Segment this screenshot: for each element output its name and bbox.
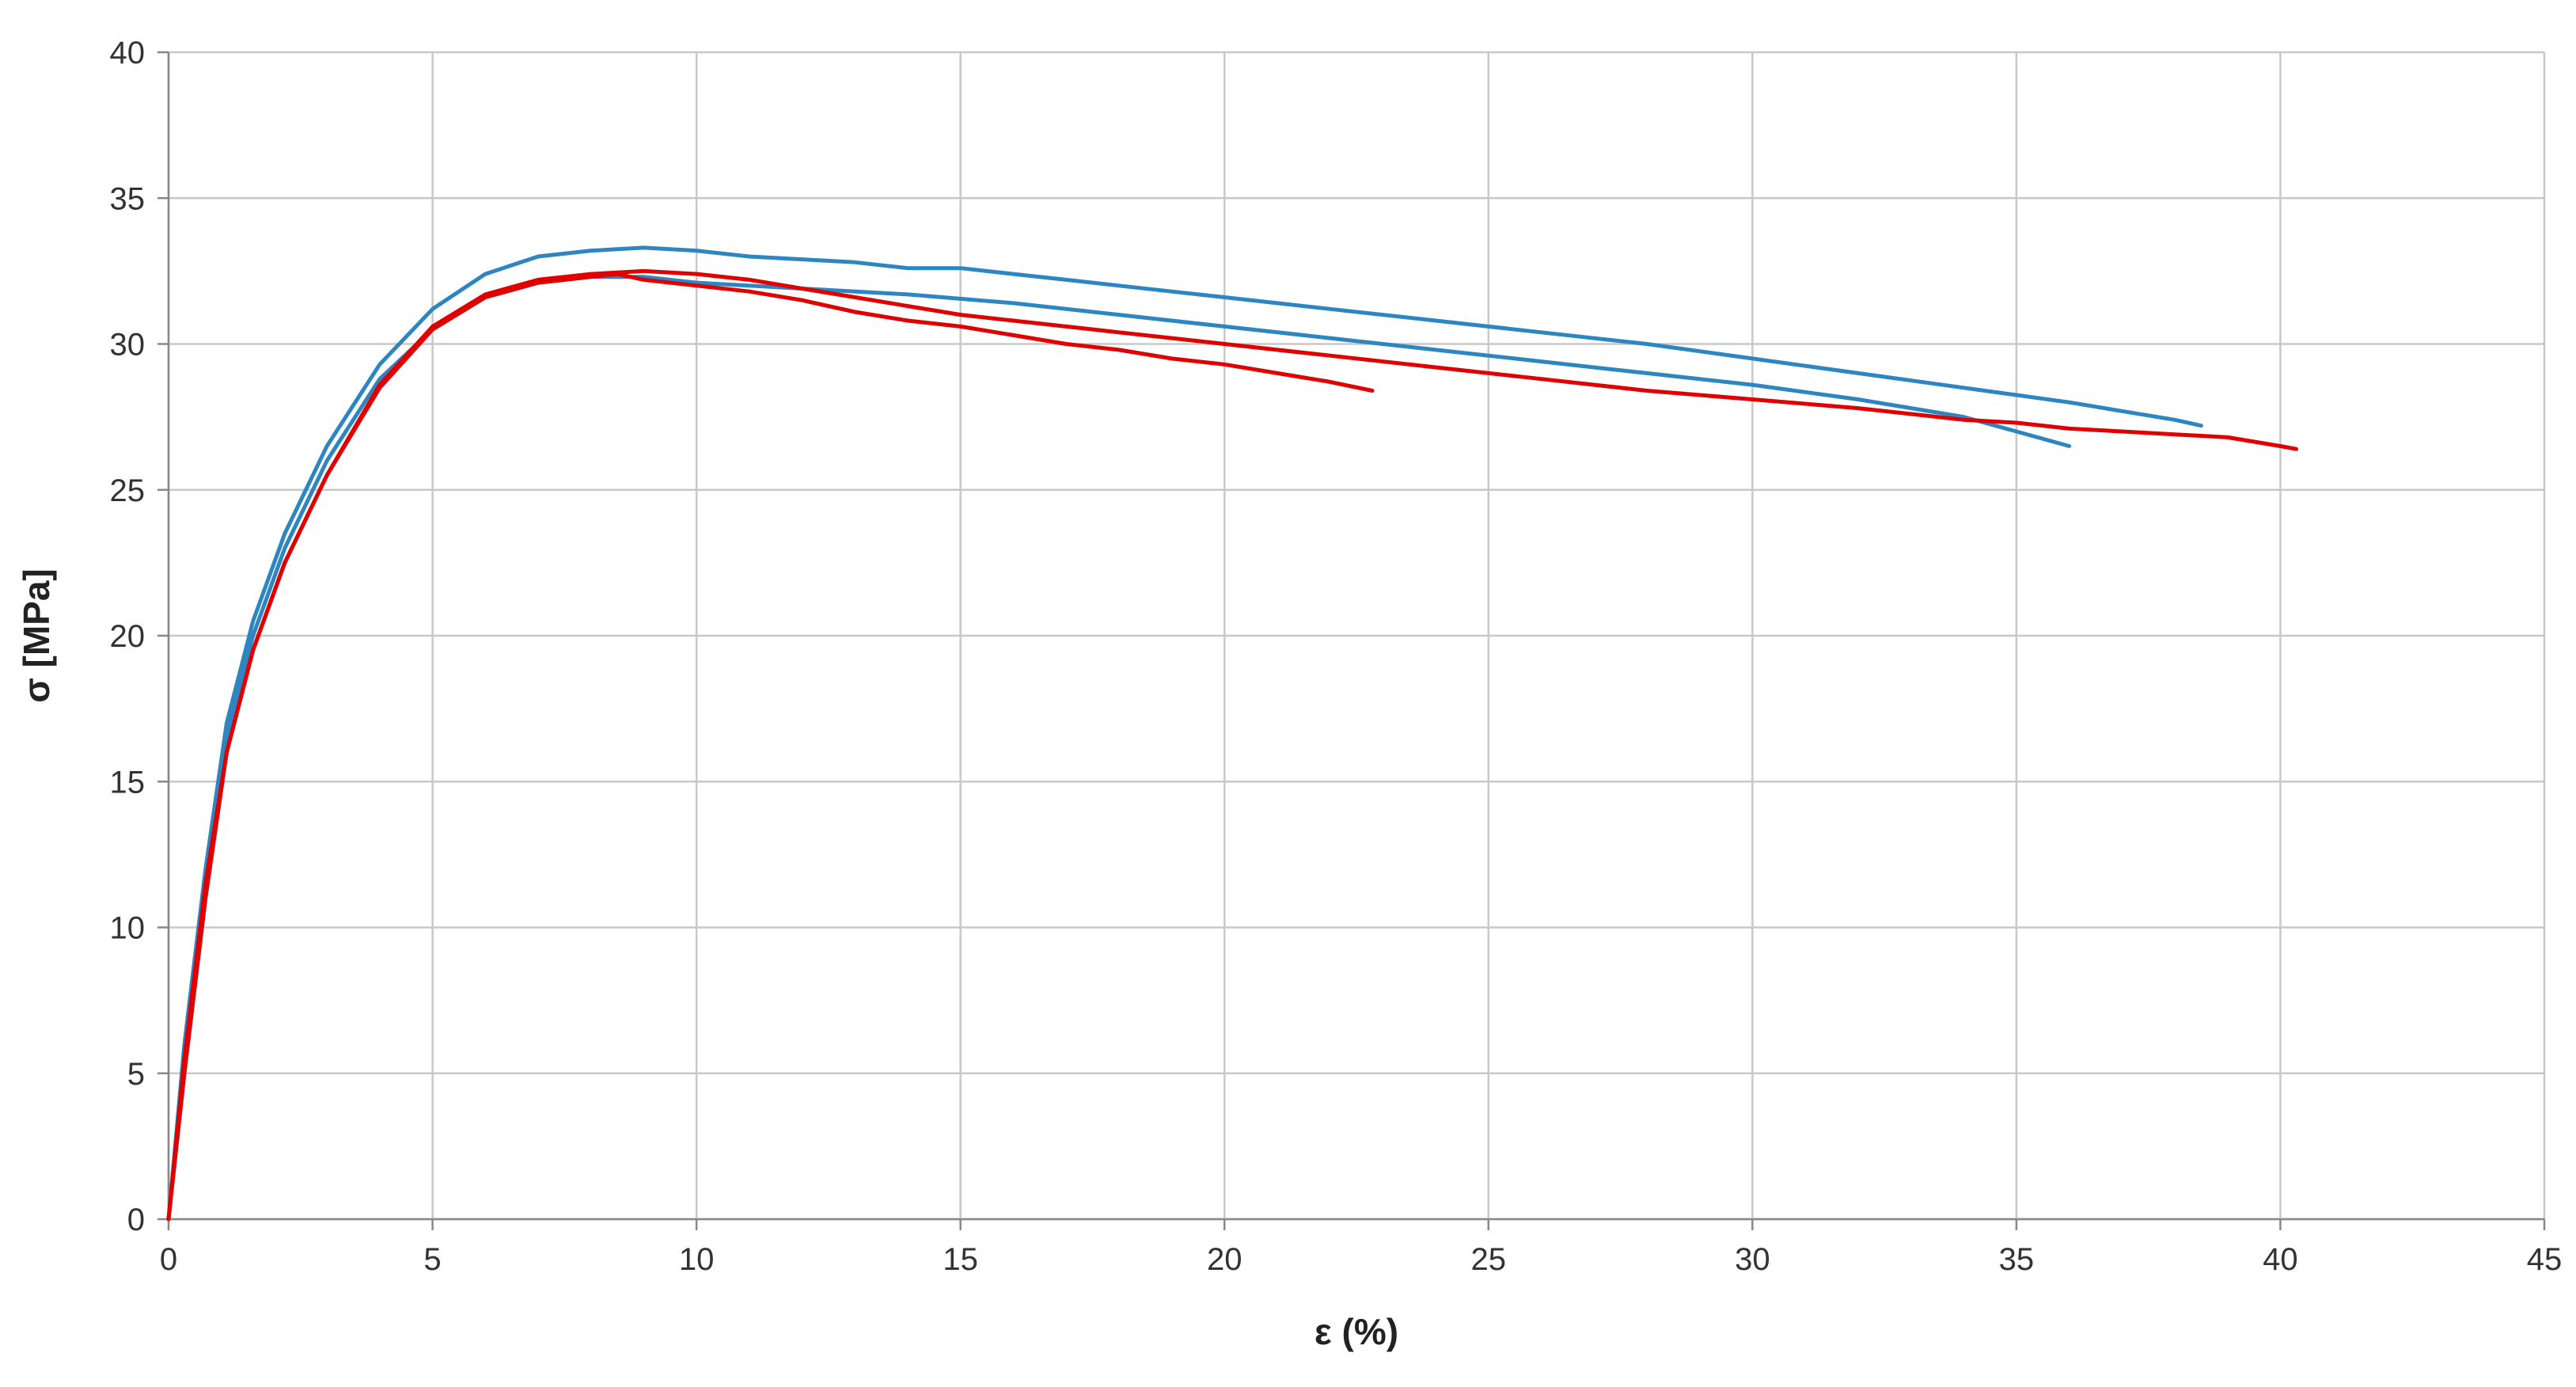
series-line-1 bbox=[166, 245, 2203, 1222]
x-tick-label: 35 bbox=[1999, 1242, 2035, 1277]
y-tick-label: 35 bbox=[110, 181, 146, 216]
x-tick-label: 10 bbox=[679, 1242, 715, 1277]
grid bbox=[167, 51, 2546, 1221]
y-tick-label: 20 bbox=[110, 619, 146, 654]
y-tick-label: 25 bbox=[110, 473, 146, 508]
x-tick-label: 15 bbox=[943, 1242, 978, 1277]
tick-labels: 0 5 10 15 20 25 30 35 40 45 0 5 10 15 20 25 30 35 40 bbox=[110, 36, 2563, 1277]
x-tick-label: 40 bbox=[2263, 1242, 2298, 1277]
x-tick-label: 0 bbox=[160, 1242, 177, 1277]
y-tick-label: 40 bbox=[110, 36, 146, 70]
y-tick-label: 10 bbox=[110, 911, 146, 946]
x-tick-label: 5 bbox=[423, 1242, 441, 1277]
series-group bbox=[166, 245, 2298, 1222]
series-line-3 bbox=[166, 272, 1375, 1222]
x-axis-title: ε (%) bbox=[1315, 1311, 1398, 1352]
y-axis-title: σ [MPa] bbox=[16, 568, 57, 702]
series-line-2 bbox=[166, 275, 2072, 1222]
x-tick-label: 45 bbox=[2527, 1242, 2563, 1277]
y-tick-label: 5 bbox=[127, 1057, 145, 1092]
y-tick-label: 15 bbox=[110, 765, 146, 800]
series-line-4 bbox=[166, 268, 2298, 1222]
y-tick-label: 30 bbox=[110, 328, 146, 363]
x-tick-label: 30 bbox=[1735, 1242, 1770, 1277]
x-tick-label: 25 bbox=[1471, 1242, 1507, 1277]
axes bbox=[157, 51, 2546, 1230]
y-tick-label: 0 bbox=[127, 1203, 145, 1237]
x-tick-label: 20 bbox=[1207, 1242, 1242, 1277]
